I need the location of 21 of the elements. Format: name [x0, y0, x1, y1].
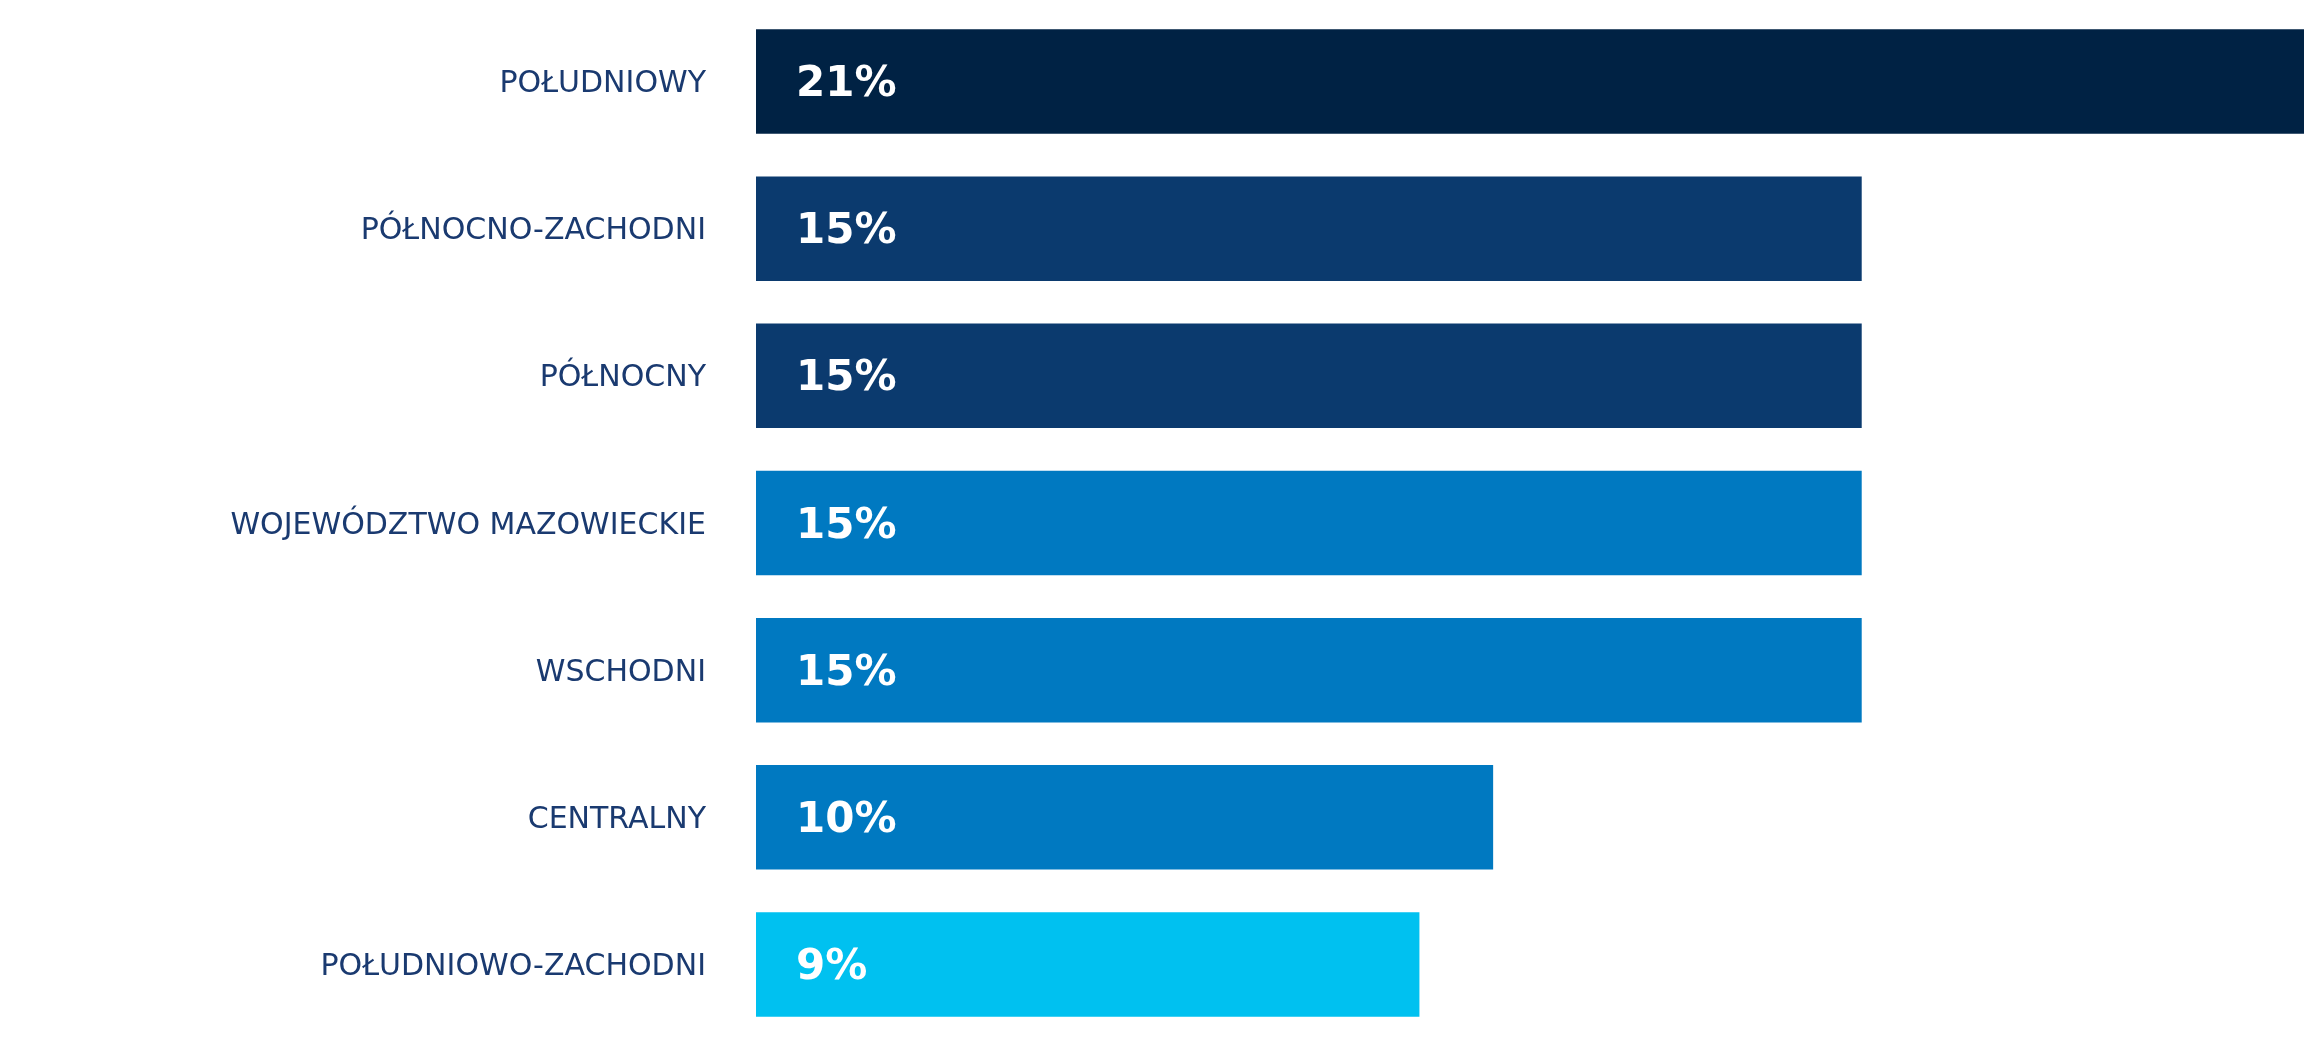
y-tick-label: WOJEWÓDZTWO MAZOWIECKIE: [230, 504, 706, 541]
bar: [756, 765, 1494, 870]
data-label: 15%: [796, 351, 897, 401]
data-label: 15%: [796, 498, 897, 548]
bar: [756, 617, 1862, 723]
data-label: 15%: [796, 204, 897, 254]
data-label: 15%: [796, 645, 897, 695]
bar: [756, 29, 2304, 134]
bar: [756, 323, 1862, 429]
y-tick-label: PÓŁNOCNY: [539, 357, 707, 394]
y-tick-label: POŁUDNIOWY: [499, 64, 707, 100]
data-label: 9%: [796, 939, 868, 989]
y-tick-label: PÓŁNOCNO-ZACHODNI: [360, 210, 706, 247]
y-tick-label: WSCHODNI: [535, 652, 706, 688]
data-label: 21%: [796, 57, 897, 107]
y-tick-label: CENTRALNY: [527, 799, 707, 835]
data-label: 10%: [796, 792, 897, 842]
bar: [756, 470, 1862, 576]
bar: [756, 912, 1420, 1017]
bar: [756, 176, 1862, 281]
y-tick-label: POŁUDNIOWO-ZACHODNI: [320, 946, 706, 982]
